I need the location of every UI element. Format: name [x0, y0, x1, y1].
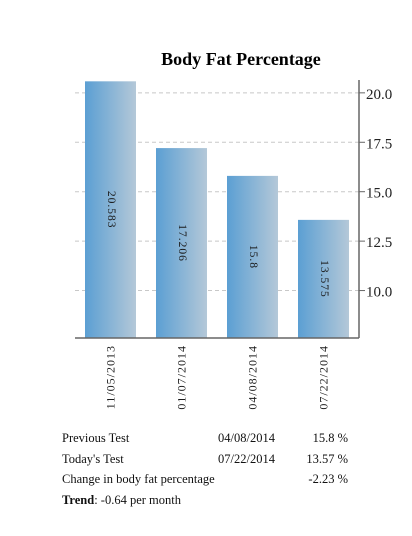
bar [85, 81, 136, 339]
x-tick-label: 11/05/2013 [104, 345, 118, 409]
change-label: Change in body fat percentage [62, 472, 215, 486]
trend-label: Trend [62, 492, 95, 507]
todays-test-label: Today's Test [62, 451, 124, 466]
previous-test-label: Previous Test [62, 431, 130, 445]
y-tick-label: 20.0 [366, 87, 392, 103]
trend-value: : -0.64 per month [94, 492, 181, 507]
x-tick-label: 04/08/2014 [246, 345, 260, 410]
todays-test-row: Today's Test 07/22/2014 13.57 % [62, 449, 362, 470]
body-fat-chart: Body Fat Percentage 20.583 17.206 15.8 13.5… [75, 49, 392, 410]
previous-test-value: 15.8 % [312, 431, 348, 445]
change-row: Change in body fat percentage -2.23 % [62, 469, 362, 490]
bar [156, 148, 207, 338]
todays-test-value: 13.57 % [306, 451, 348, 466]
bar [298, 219, 349, 338]
x-tick-label: 01/07/2014 [175, 345, 189, 410]
previous-test-date: 04/08/2014 [218, 431, 275, 445]
chart-title: Body Fat Percentage [161, 49, 321, 69]
y-tick-label: 10.0 [366, 285, 392, 301]
bar [227, 175, 278, 338]
stats-panel: Previous Test 04/08/2014 15.8 % Today's … [62, 428, 362, 510]
bar-value-label: 13.575 [318, 260, 330, 298]
y-tick-label: 15.0 [366, 186, 392, 202]
todays-test-date: 07/22/2014 [218, 451, 275, 466]
change-value: -2.23 % [308, 472, 348, 486]
trend-row: Trend: -0.64 per month [62, 490, 362, 511]
y-tick-label: 12.5 [366, 235, 392, 251]
bar-value-label: 20.583 [105, 191, 117, 229]
previous-test-row: Previous Test 04/08/2014 15.8 % [62, 428, 362, 449]
bar-value-label: 17.206 [176, 224, 188, 262]
x-tick-label: 07/22/2014 [317, 345, 331, 410]
bar-value-label: 15.8 [247, 245, 259, 269]
y-tick-label: 17.5 [366, 136, 392, 152]
trend-text: Trend: -0.64 per month [62, 490, 181, 511]
